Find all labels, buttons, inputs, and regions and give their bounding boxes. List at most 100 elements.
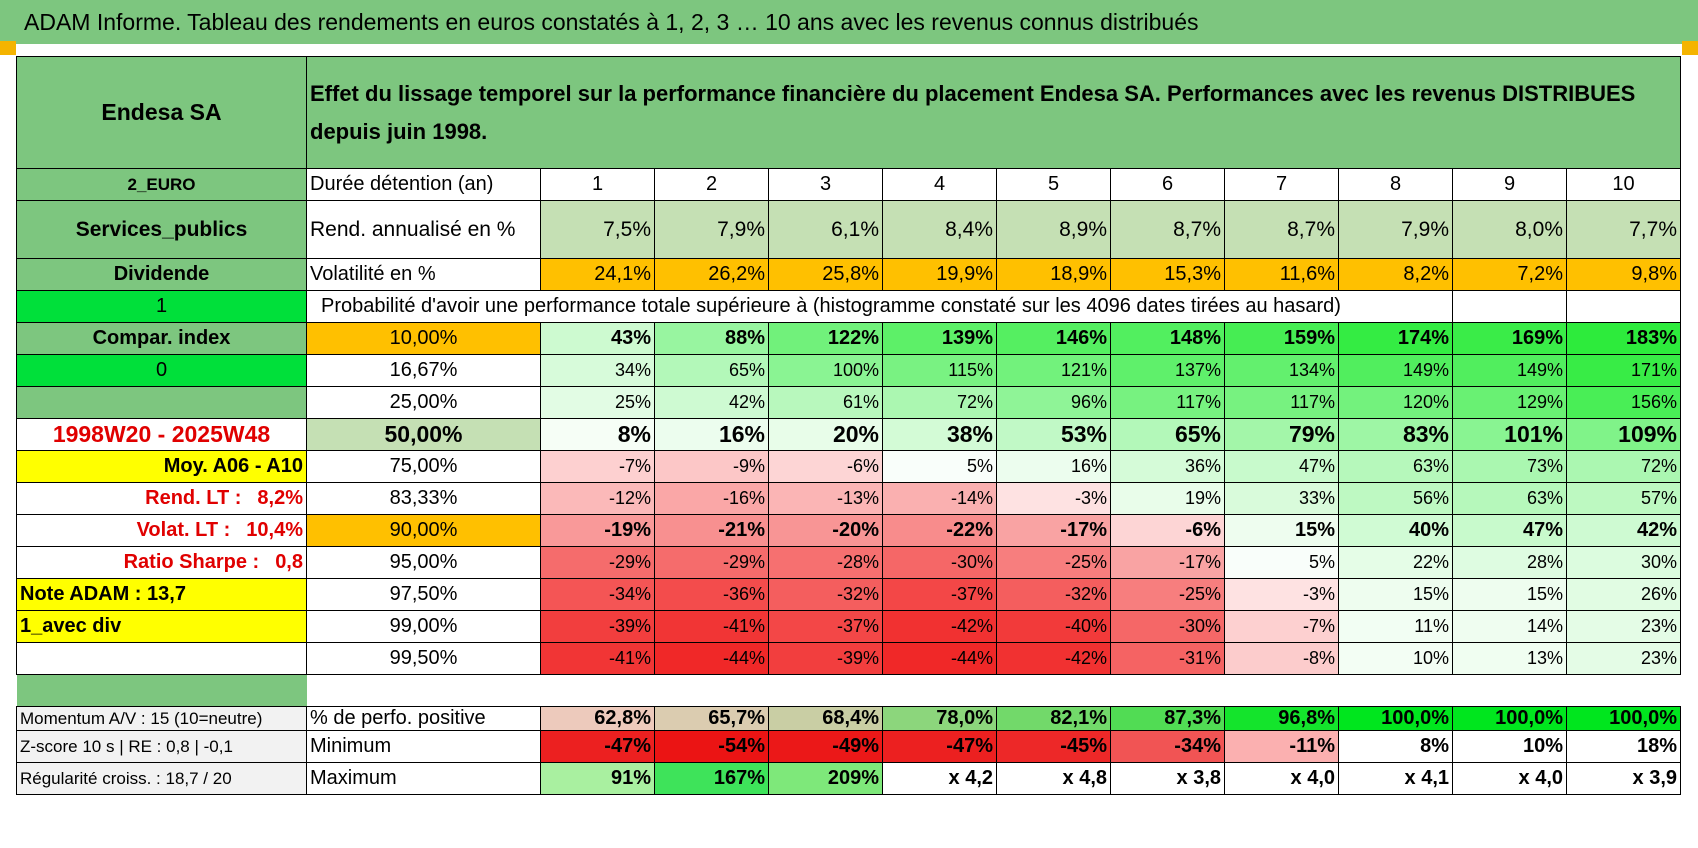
year-header: 3 <box>768 168 883 201</box>
volatility-value: 7,2% <box>1452 258 1567 291</box>
percentile-value: -28% <box>768 546 883 579</box>
volatility-value: 26,2% <box>654 258 769 291</box>
percentile-row: Rend. LT : 8,2% 83,33% -12% -16% -13% -14% -3% 1… <box>16 482 1681 515</box>
percentile-value: 117% <box>1110 386 1225 419</box>
spacer-cell <box>883 675 997 707</box>
minimum-value: -34% <box>1110 730 1225 763</box>
percentile-threshold: 75,00% <box>306 450 541 483</box>
percentile-value: 40% <box>1338 514 1453 547</box>
maximum-value: x 4,0 <box>1224 762 1339 795</box>
percentile-value: 33% <box>1224 482 1339 515</box>
percentile-value: -41% <box>540 642 655 675</box>
annualized-return-value: 8,0% <box>1452 200 1567 259</box>
percentile-row: Compar. index 10,00% 43% 88% 122% 139% 146% 148… <box>16 322 1681 355</box>
percentile-threshold: 83,33% <box>306 482 541 515</box>
percentile-value: -7% <box>1224 610 1339 643</box>
annualized-return-value: 7,9% <box>1338 200 1453 259</box>
percentile-value: 23% <box>1566 610 1681 643</box>
percentile-value: 159% <box>1224 322 1339 355</box>
minimum-label: Minimum <box>306 730 541 763</box>
percentile-value: 121% <box>996 354 1111 387</box>
maximum-value: x 4,8 <box>996 762 1111 795</box>
long-term-label: Volat. LT : <box>136 519 231 541</box>
spacer-cell <box>1111 675 1225 707</box>
zscore-label: Z-score 10 s | RE : 0,8 | -0,1 <box>16 730 307 763</box>
percentile-value: 129% <box>1452 386 1567 419</box>
empty-side-cell <box>16 642 307 675</box>
percentile-value: 174% <box>1338 322 1453 355</box>
percentile-value: 42% <box>654 386 769 419</box>
left-edge-marker <box>0 41 16 55</box>
sheet-description: Effet du lissage temporel sur la perform… <box>306 56 1681 169</box>
percentile-value: 5% <box>882 450 997 483</box>
right-edge-marker <box>1682 41 1698 55</box>
annualized-return-label: Rend. annualisé en % <box>306 200 541 259</box>
percentile-value: -3% <box>996 482 1111 515</box>
dividend-mode: 1_avec div <box>16 610 307 643</box>
percentile-value: 15% <box>1452 578 1567 611</box>
percentile-threshold: 50,00% <box>306 418 541 451</box>
annualized-return-value: 7,7% <box>1566 200 1681 259</box>
minimum-value: -45% <box>996 730 1111 763</box>
positive-share-value: 65,7% <box>654 706 769 731</box>
positive-share-value: 100,0% <box>1452 706 1567 731</box>
percentile-value: 101% <box>1452 418 1567 451</box>
percentile-value: -6% <box>768 450 883 483</box>
returns-table: Endesa SA Effet du lissage temporel sur l… <box>16 56 1681 795</box>
percentile-threshold: 95,00% <box>306 546 541 579</box>
maximum-value: 209% <box>768 762 883 795</box>
spacer-cell <box>1225 675 1339 707</box>
percentile-value: 100% <box>768 354 883 387</box>
volatility-value: 9,8% <box>1566 258 1681 291</box>
distribution-type-label: Dividende <box>16 258 307 291</box>
maximum-value: x 4,0 <box>1452 762 1567 795</box>
percentile-value: -39% <box>540 610 655 643</box>
year-header: 1 <box>540 168 655 201</box>
percentile-value: -42% <box>996 642 1111 675</box>
percentile-value: 61% <box>768 386 883 419</box>
year-header: 7 <box>1224 168 1339 201</box>
percentile-threshold: 16,67% <box>306 354 541 387</box>
percentile-value: 10% <box>1338 642 1453 675</box>
flag-cell-1: 1 <box>16 290 307 323</box>
long-term-value: 0,8 <box>275 551 303 573</box>
positive-share-value: 100,0% <box>1338 706 1453 731</box>
positive-share-row: Momentum A/V : 15 (10=neutre)% de perfo.… <box>16 706 1681 731</box>
year-header: 4 <box>882 168 997 201</box>
annualized-return-value: 8,7% <box>1224 200 1339 259</box>
percentile-value: -42% <box>882 610 997 643</box>
period-label: 1998W20 - 2025W48 <box>16 418 307 451</box>
volatility-row: Dividende Volatilité en % 24,1% 26,2% 25,8% 1… <box>16 258 1681 291</box>
spacer-cell <box>997 675 1111 707</box>
percentile-threshold: 99,00% <box>306 610 541 643</box>
percentile-value: 156% <box>1566 386 1681 419</box>
report-banner: ADAM Informe. Tableau des rendements en … <box>0 0 1698 44</box>
positive-share-value: 68,4% <box>768 706 883 731</box>
positive-share-value: 100,0% <box>1566 706 1681 731</box>
percentile-value: -17% <box>996 514 1111 547</box>
percentile-value: -44% <box>654 642 769 675</box>
flag-cell-0: 0 <box>16 354 307 387</box>
annualized-return-value: 8,4% <box>882 200 997 259</box>
percentile-value: 19% <box>1110 482 1225 515</box>
percentile-value: 137% <box>1110 354 1225 387</box>
percentile-value: -13% <box>768 482 883 515</box>
year-header: 9 <box>1452 168 1567 201</box>
percentile-value: 11% <box>1338 610 1453 643</box>
percentile-value: -30% <box>882 546 997 579</box>
percentile-value: -14% <box>882 482 997 515</box>
percentile-value: -6% <box>1110 514 1225 547</box>
years-row: 2_EURO Durée détention (an) 1 2 3 4 5 6 7 8 9 10 <box>16 168 1681 201</box>
percentile-value: -17% <box>1110 546 1225 579</box>
percentile-threshold: 99,50% <box>306 642 541 675</box>
percentile-value: -21% <box>654 514 769 547</box>
compar-index-label: Compar. index <box>16 322 307 355</box>
percentile-value: 63% <box>1338 450 1453 483</box>
percentile-value: 73% <box>1452 450 1567 483</box>
percentile-value: 83% <box>1338 418 1453 451</box>
percentile-value: -37% <box>768 610 883 643</box>
positive-share-value: 62,8% <box>540 706 655 731</box>
percentile-value: 79% <box>1224 418 1339 451</box>
percentile-row: Moy. A06 - A10 75,00% -7% -9% -6% 5% 16% 36% 47%… <box>16 450 1681 483</box>
percentile-value: 30% <box>1566 546 1681 579</box>
